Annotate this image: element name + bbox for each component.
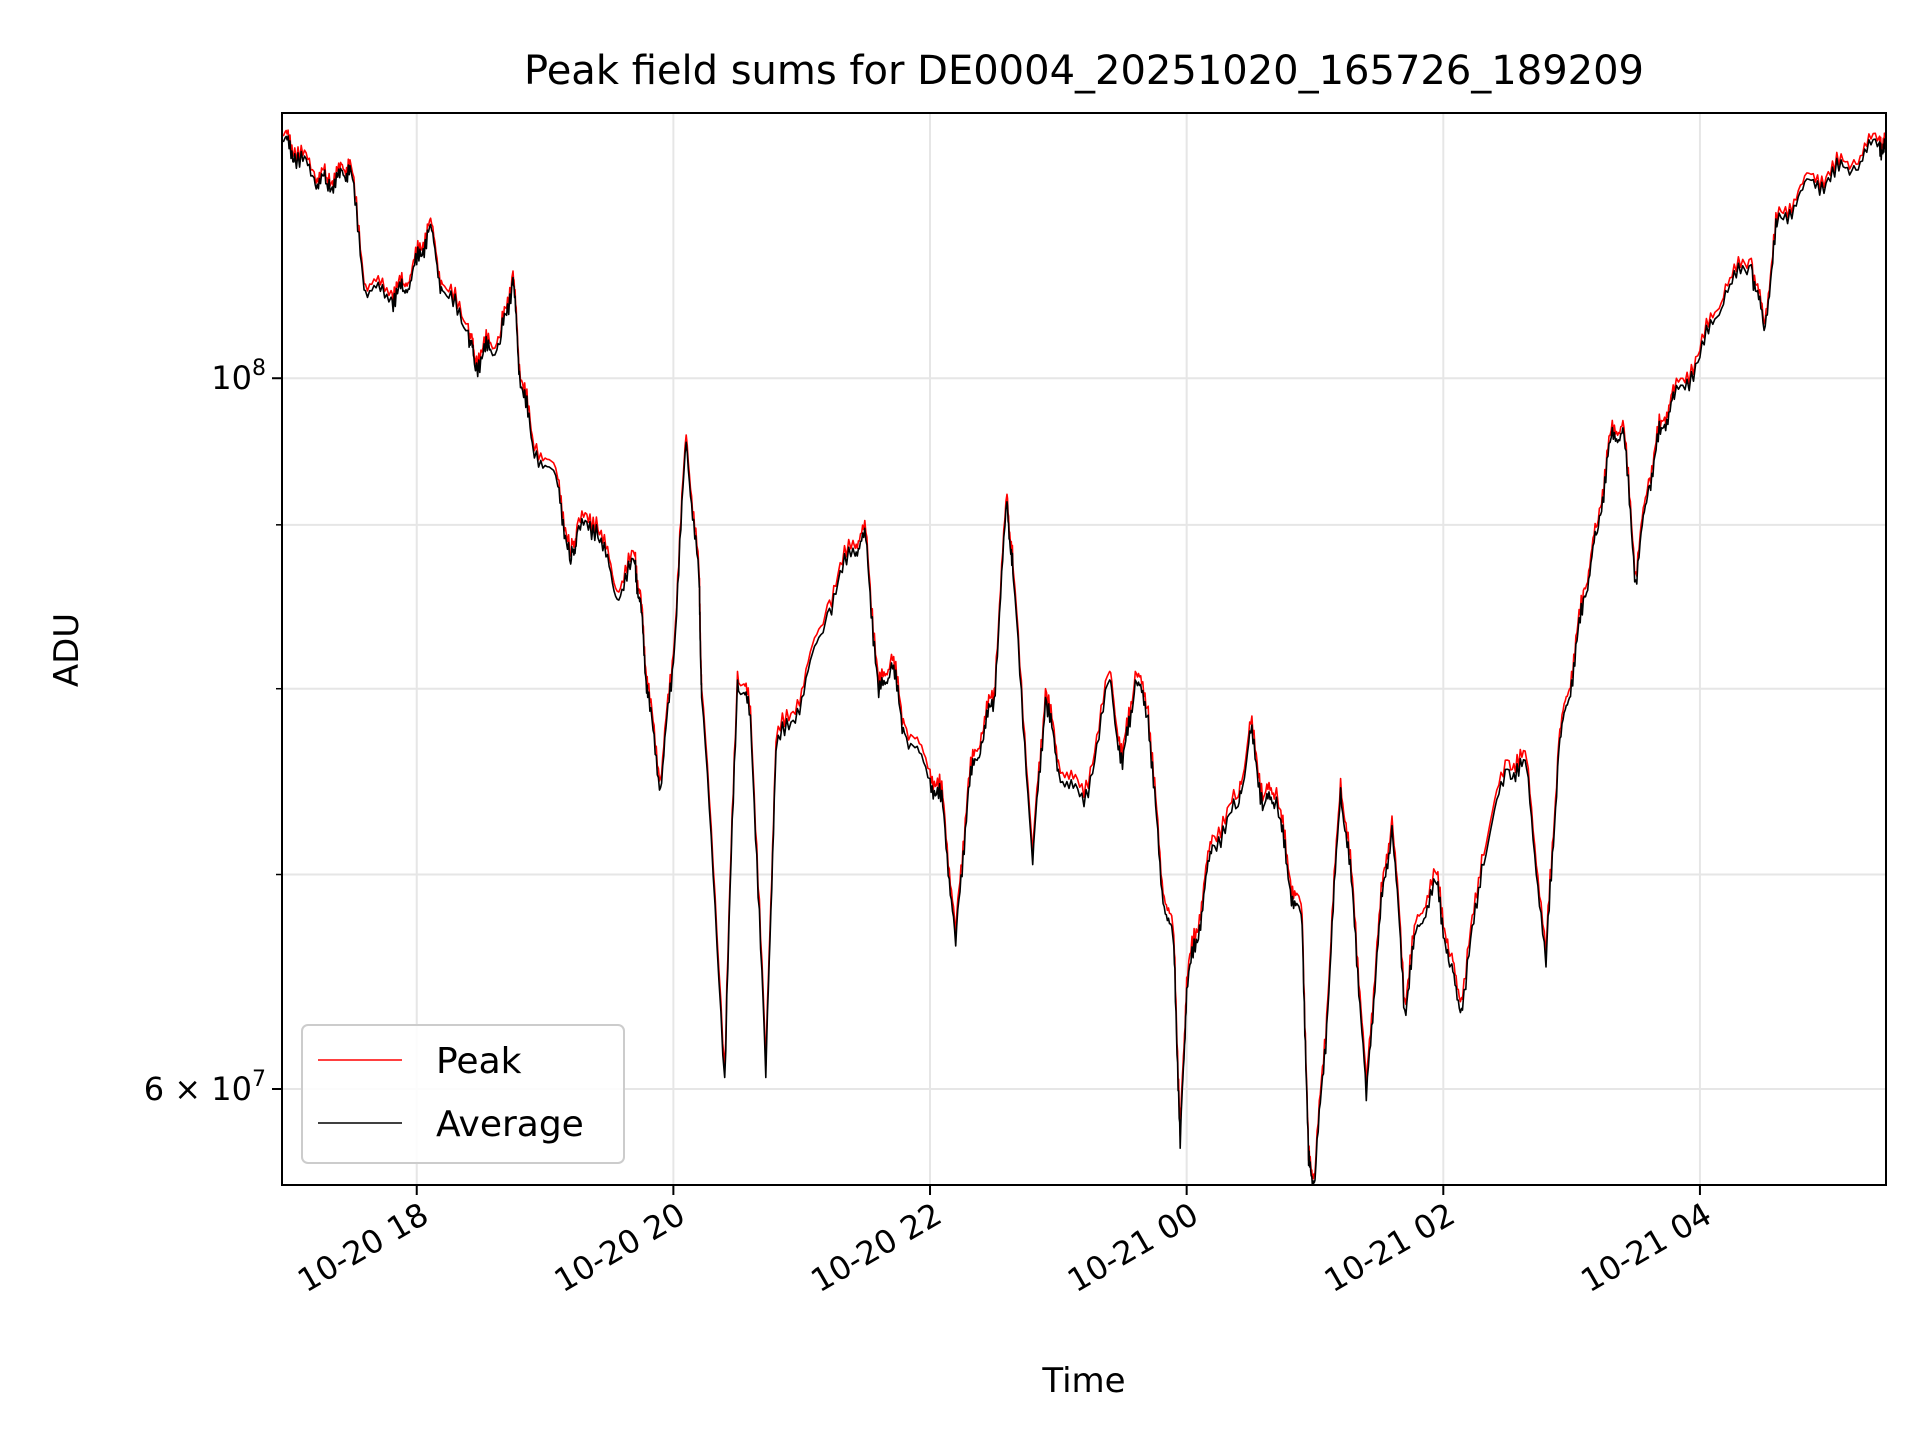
y-tick-label-1: 6 × 107 [144, 1067, 266, 1108]
legend: Peak Average [301, 1024, 625, 1164]
series-layer [282, 129, 1886, 1185]
grid [282, 113, 1886, 1185]
series-line-average [282, 135, 1886, 1185]
x-axis-label: Time [1041, 1361, 1125, 1401]
legend-label-peak: Peak [436, 1041, 522, 1082]
series-line-peak [282, 129, 1886, 1180]
chart-title: Peak field sums for DE0004_20251020_1657… [524, 48, 1644, 94]
plot-frame [281, 112, 1887, 1186]
y-axis-label: ADU [47, 613, 87, 687]
y-axis: 108 6 × 107 [144, 356, 282, 1108]
legend-label-average: Average [436, 1104, 584, 1145]
y-tick-label-0: 108 [211, 356, 266, 397]
